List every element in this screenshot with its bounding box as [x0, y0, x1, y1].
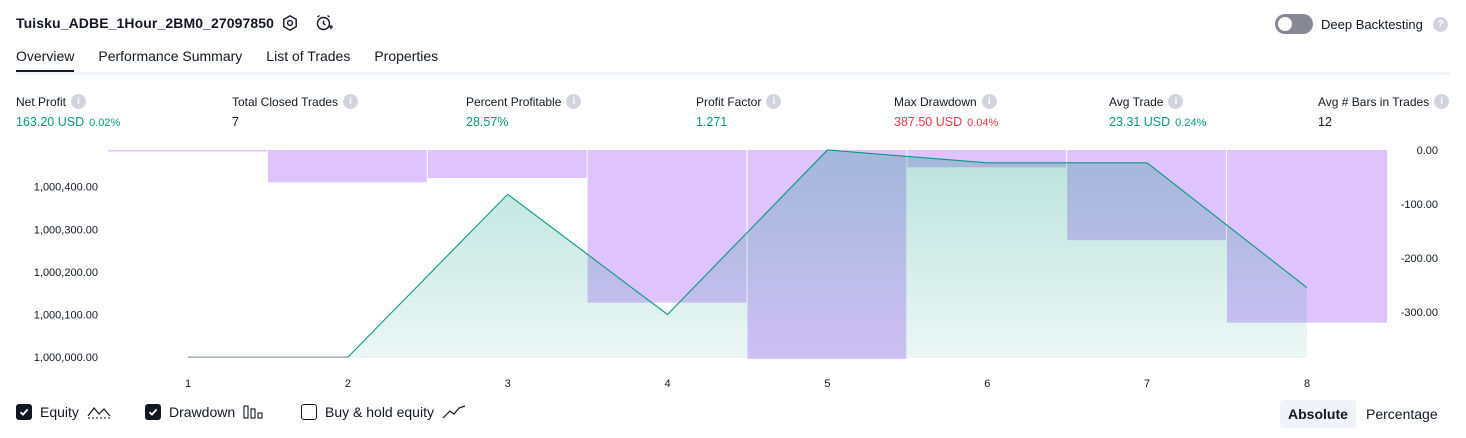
- x-tick-label: 4: [664, 378, 670, 390]
- legend-buy-hold-equity[interactable]: Buy & hold equity: [301, 404, 466, 420]
- y-left-tick-label: 1,000,000.00: [34, 352, 98, 364]
- x-tick-label: 5: [824, 378, 830, 390]
- x-tick-label: 1: [185, 378, 191, 390]
- drawdown-checkbox[interactable]: [145, 404, 161, 420]
- drawdown-bar: [108, 150, 267, 152]
- metric-percent: 0.02%: [89, 117, 121, 129]
- metric-avg-trade: Avg Trade i 23.31 USD 0.24%: [1109, 94, 1206, 129]
- metric-percent: 0.24%: [1175, 117, 1207, 129]
- y-right-tick-label: -200.00: [1401, 253, 1438, 265]
- legend-drawdown[interactable]: Drawdown: [145, 404, 263, 420]
- drawdown-bar: [427, 150, 587, 178]
- metric-value: 28.57%: [466, 115, 509, 129]
- metric-profit-factor: Profit Factor i 1.271: [696, 94, 782, 129]
- drawdown-label: Drawdown: [169, 404, 236, 420]
- equity-series-icon: [87, 407, 111, 419]
- drawdown-bar: [267, 150, 427, 183]
- deep-backtesting-toggle[interactable]: [1275, 14, 1313, 34]
- buy-hold-label: Buy & hold equity: [325, 404, 434, 420]
- y-left-tick-label: 1,000,400.00: [34, 182, 98, 194]
- tabs-divider: [16, 72, 1450, 75]
- metric-value: 387.50 USD: [894, 115, 963, 129]
- y-right-tick-label: -300.00: [1401, 307, 1438, 319]
- metric-label: Max Drawdown: [894, 94, 977, 109]
- settings-icon[interactable]: [280, 13, 300, 33]
- metric-value: 1.271: [696, 115, 728, 129]
- equity-checkbox[interactable]: [16, 404, 32, 420]
- equity-label: Equity: [40, 404, 79, 420]
- y-right-tick-label: -100.00: [1401, 199, 1438, 211]
- tab-performance-summary[interactable]: Performance Summary: [98, 48, 243, 64]
- buy-hold-checkbox[interactable]: [301, 404, 317, 420]
- metric-total-closed-trades: Total Closed Trades i 7: [232, 94, 359, 129]
- metric-label: Avg Trade: [1109, 94, 1164, 109]
- metric-label: Avg # Bars in Trades: [1318, 94, 1430, 109]
- x-tick-label: 8: [1304, 378, 1310, 390]
- report-tabs: Overview Performance Summary List of Tra…: [16, 48, 438, 73]
- metric-value: 23.31 USD: [1109, 115, 1171, 129]
- equity-line: [347, 149, 1308, 358]
- info-icon[interactable]: i: [343, 94, 359, 109]
- info-icon[interactable]: i: [1168, 94, 1184, 109]
- y-left-tick-label: 1,000,100.00: [34, 310, 98, 322]
- x-tick-label: 3: [505, 378, 511, 390]
- metric-avg-bars-in-trades: Avg # Bars in Trades i 12: [1318, 94, 1450, 129]
- metric-value: 7: [232, 115, 239, 129]
- tab-overview[interactable]: Overview: [16, 48, 75, 73]
- metric-value: 12: [1318, 115, 1332, 129]
- metric-percent-profitable: Percent Profitable i 28.57%: [466, 94, 582, 129]
- metric-value: 163.20 USD: [16, 115, 85, 129]
- x-tick-label: 2: [345, 378, 351, 390]
- tab-properties[interactable]: Properties: [374, 48, 439, 64]
- buy-hold-line-icon: [442, 405, 466, 419]
- tab-list-of-trades[interactable]: List of Trades: [266, 48, 351, 64]
- metric-label: Net Profit: [16, 94, 67, 109]
- x-tick-label: 7: [1144, 378, 1150, 390]
- info-icon[interactable]: i: [981, 94, 997, 109]
- info-icon[interactable]: i: [566, 94, 582, 109]
- add-alert-icon[interactable]: [314, 13, 334, 33]
- metric-label: Profit Factor: [696, 94, 762, 109]
- absolute-button[interactable]: Absolute: [1280, 400, 1356, 428]
- metric-net-profit: Net Profit i 163.20 USD 0.02%: [16, 94, 120, 129]
- toggle-knob: [1278, 17, 1292, 31]
- metric-label: Total Closed Trades: [232, 94, 339, 109]
- metric-percent: 0.04%: [967, 117, 999, 129]
- metric-label: Percent Profitable: [466, 94, 562, 109]
- y-right-tick-label: 0.00: [1417, 145, 1438, 157]
- help-icon[interactable]: ?: [1433, 17, 1448, 32]
- info-icon[interactable]: i: [71, 94, 87, 109]
- equity-drawdown-chart[interactable]: 1,000,400.00 1,000,300.00 1,000,200.00 1,00…: [0, 140, 1466, 395]
- percentage-button[interactable]: Percentage: [1366, 406, 1438, 422]
- info-icon[interactable]: i: [1434, 94, 1450, 109]
- y-left-tick-label: 1,000,200.00: [34, 267, 98, 279]
- x-tick-label: 6: [984, 378, 990, 390]
- strategy-name: Tuisku_ADBE_1Hour_2BM0_27097850: [16, 15, 275, 31]
- metric-max-drawdown: Max Drawdown i 387.50 USD 0.04%: [894, 94, 998, 129]
- legend-equity[interactable]: Equity: [16, 404, 111, 420]
- deep-backtesting-label: Deep Backtesting: [1321, 17, 1423, 32]
- equity-area: [188, 150, 1307, 358]
- drawdown-bars-icon: [243, 405, 263, 419]
- y-left-tick-label: 1,000,300.00: [34, 224, 98, 236]
- info-icon[interactable]: i: [766, 94, 782, 109]
